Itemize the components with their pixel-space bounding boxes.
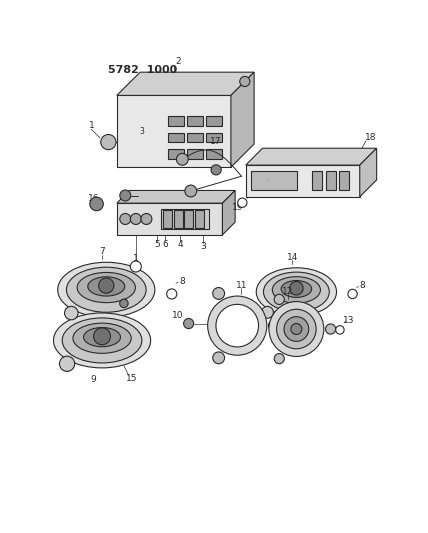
Text: 3: 3 — [201, 242, 206, 251]
Ellipse shape — [62, 318, 142, 363]
Text: 10: 10 — [172, 311, 184, 320]
Polygon shape — [246, 148, 377, 165]
Text: 18: 18 — [365, 133, 376, 142]
Circle shape — [238, 198, 247, 207]
Circle shape — [184, 318, 194, 329]
Circle shape — [94, 328, 110, 345]
Circle shape — [348, 289, 357, 298]
Circle shape — [284, 317, 309, 341]
Text: 15: 15 — [126, 374, 138, 383]
Ellipse shape — [66, 267, 146, 312]
Circle shape — [290, 281, 303, 295]
Text: 9: 9 — [91, 375, 96, 384]
Ellipse shape — [88, 277, 125, 296]
Ellipse shape — [77, 272, 135, 303]
Text: ·: · — [268, 179, 269, 183]
Text: 11: 11 — [236, 281, 247, 290]
Text: 8: 8 — [179, 277, 185, 286]
Circle shape — [185, 185, 197, 197]
Bar — [168, 116, 184, 126]
Circle shape — [213, 287, 225, 300]
Text: 12: 12 — [282, 287, 294, 295]
Circle shape — [274, 353, 284, 364]
Circle shape — [131, 214, 141, 224]
Circle shape — [269, 302, 324, 357]
Circle shape — [216, 304, 259, 347]
Circle shape — [274, 294, 284, 304]
Circle shape — [99, 278, 114, 293]
Circle shape — [120, 190, 131, 201]
Bar — [246, 165, 360, 197]
Bar — [168, 133, 184, 142]
Circle shape — [326, 324, 336, 334]
Bar — [206, 133, 222, 142]
Bar — [187, 116, 203, 126]
Bar — [326, 172, 336, 190]
Circle shape — [101, 134, 116, 150]
Circle shape — [262, 306, 273, 318]
Text: 13: 13 — [343, 316, 355, 325]
Text: 14: 14 — [286, 253, 298, 262]
Bar — [187, 133, 203, 142]
Circle shape — [240, 76, 250, 86]
Bar — [312, 172, 322, 190]
Circle shape — [120, 299, 128, 308]
Text: 19: 19 — [232, 203, 243, 212]
Circle shape — [59, 356, 74, 372]
Text: 4: 4 — [177, 240, 183, 248]
Circle shape — [65, 306, 78, 320]
Polygon shape — [231, 72, 254, 167]
Ellipse shape — [281, 280, 312, 297]
Text: 5782  1000: 5782 1000 — [107, 65, 177, 75]
Text: 8: 8 — [359, 281, 365, 290]
Bar — [206, 116, 222, 126]
Text: 1: 1 — [89, 120, 94, 130]
Circle shape — [141, 214, 152, 224]
Ellipse shape — [83, 327, 121, 347]
Circle shape — [211, 165, 221, 175]
Polygon shape — [360, 148, 377, 197]
Bar — [251, 172, 297, 190]
Ellipse shape — [256, 268, 336, 316]
Bar — [163, 211, 172, 228]
Circle shape — [291, 324, 302, 335]
Circle shape — [268, 320, 280, 332]
Circle shape — [120, 214, 131, 224]
Bar — [117, 95, 231, 167]
Bar — [168, 149, 184, 159]
Text: 6: 6 — [163, 240, 168, 248]
Bar — [184, 211, 193, 228]
Ellipse shape — [272, 277, 321, 303]
Polygon shape — [117, 190, 235, 203]
Text: 7: 7 — [99, 247, 105, 256]
Circle shape — [166, 289, 177, 299]
Text: 1: 1 — [133, 254, 139, 263]
Circle shape — [213, 352, 225, 364]
Circle shape — [176, 154, 188, 165]
Text: 17: 17 — [211, 138, 222, 147]
Ellipse shape — [73, 323, 131, 353]
Circle shape — [90, 197, 103, 211]
Ellipse shape — [264, 272, 329, 312]
Text: 5: 5 — [154, 240, 160, 248]
Bar — [117, 203, 223, 235]
Ellipse shape — [58, 262, 155, 317]
Circle shape — [131, 261, 141, 272]
Bar — [161, 208, 209, 229]
Bar — [174, 211, 183, 228]
Bar — [206, 149, 222, 159]
Ellipse shape — [54, 313, 151, 368]
Circle shape — [208, 296, 267, 355]
Text: 2: 2 — [175, 57, 181, 66]
Text: 3: 3 — [140, 127, 144, 136]
Circle shape — [276, 309, 316, 349]
Text: 16: 16 — [88, 193, 99, 203]
Polygon shape — [223, 190, 235, 235]
Bar — [339, 172, 350, 190]
Bar — [187, 149, 203, 159]
Polygon shape — [117, 72, 254, 95]
Bar — [195, 211, 204, 228]
Circle shape — [336, 326, 344, 334]
